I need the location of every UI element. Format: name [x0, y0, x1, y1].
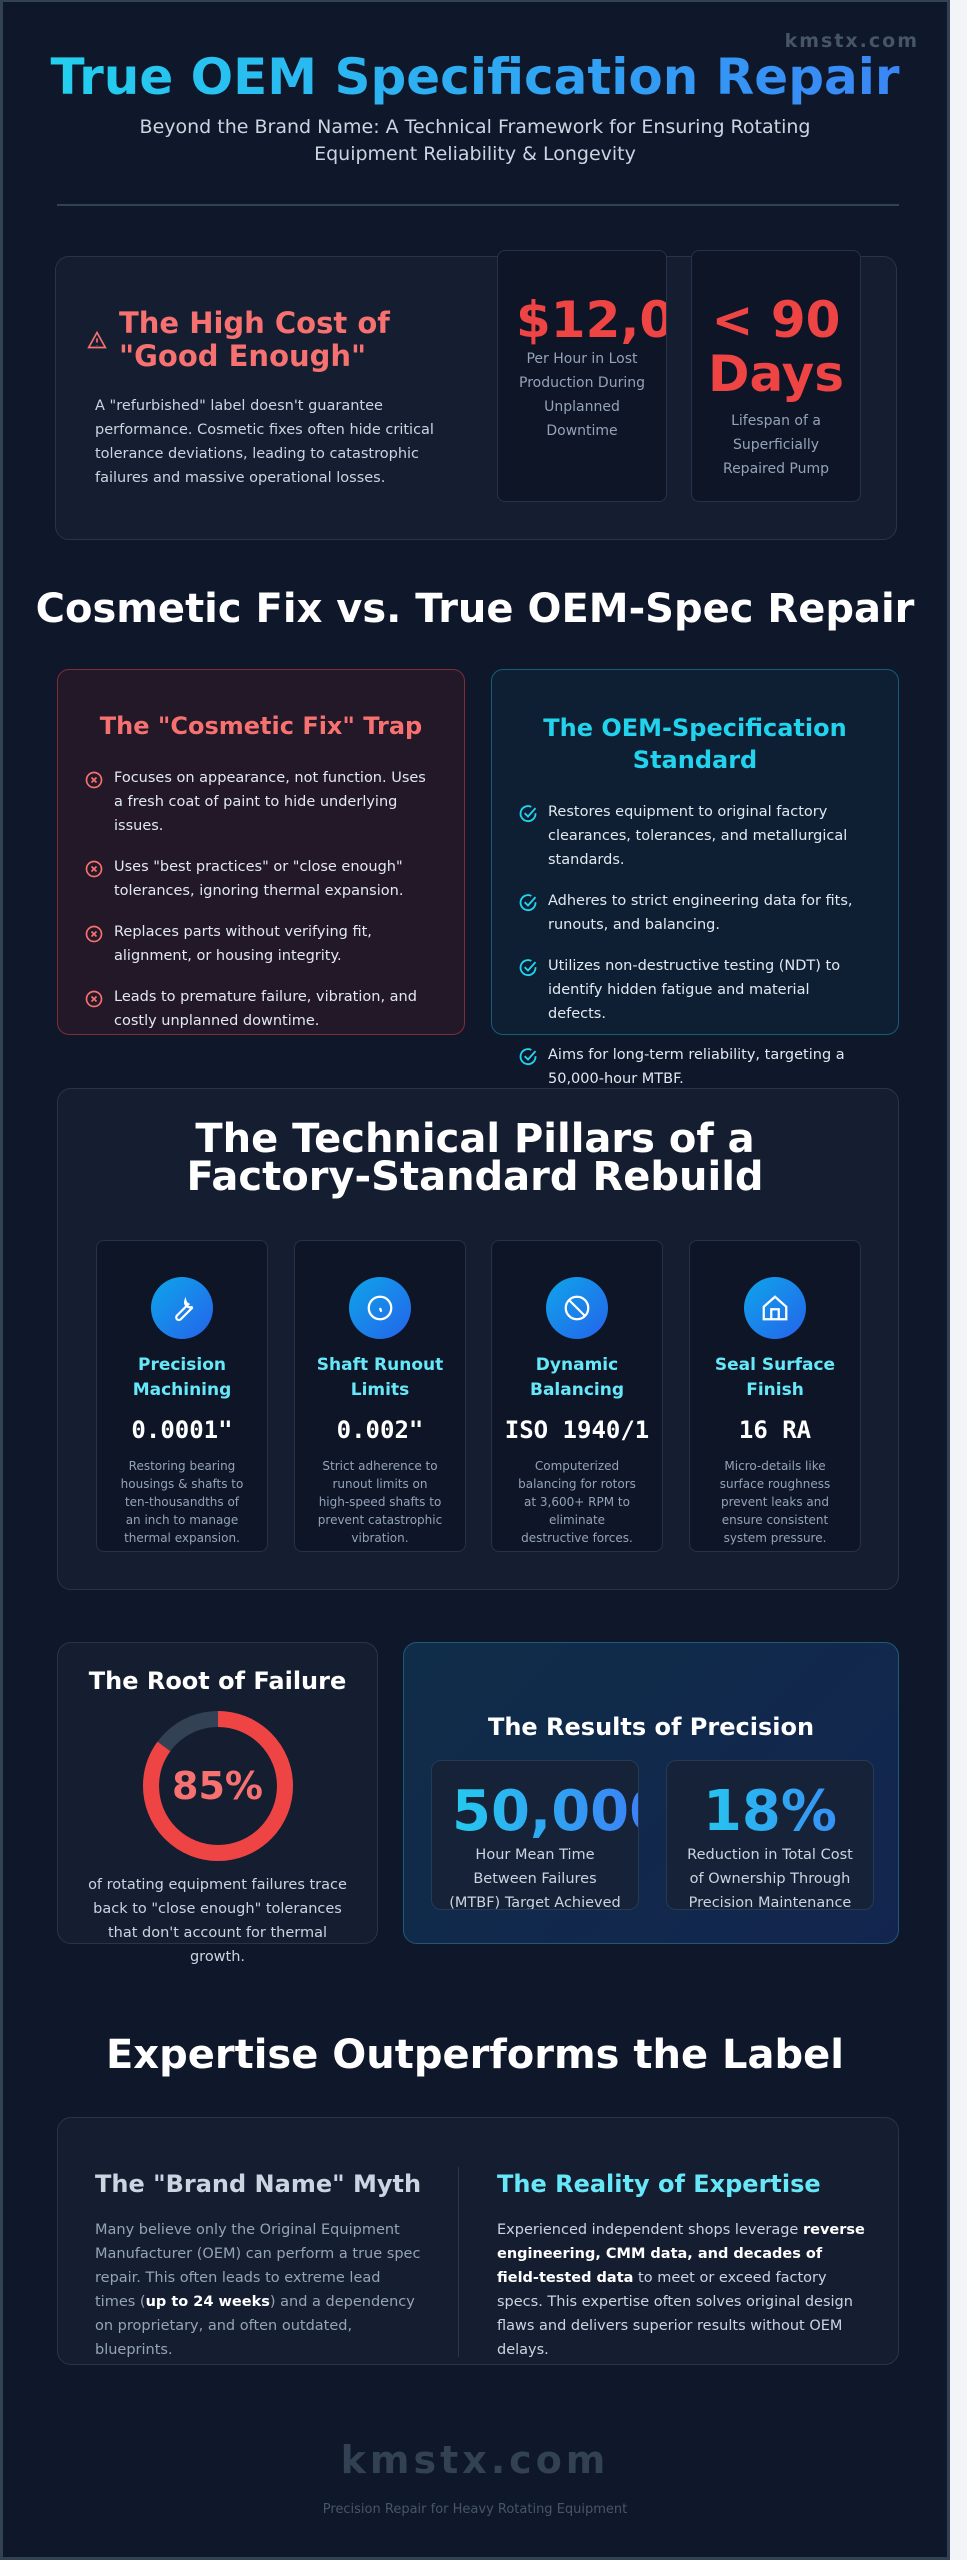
page-subtitle: Beyond the Brand Name: A Technical Frame… [139, 116, 811, 165]
list-item: Adheres to strict engineering data for f… [518, 889, 872, 937]
footer-tagline: Precision Repair for Heavy Rotating Equi… [322, 2502, 628, 2517]
donut-fill [142, 1711, 293, 1861]
wrench-icon [151, 1277, 213, 1339]
expertise-card [57, 2117, 899, 2365]
warning-triangle-icon [87, 330, 107, 349]
ban-icon [546, 1277, 608, 1339]
column-divider [458, 2167, 459, 2357]
stat-card: $12,000 Per Hour in Lost Production Duri… [497, 250, 667, 502]
myth-column: The "Brand Name" Myth Many believe only … [95, 2170, 422, 2358]
list-item: Focuses on appearance, not function. Use… [84, 766, 438, 838]
result-stat: 18% Reduction in Total Cost of Ownership… [666, 1760, 874, 1910]
root-card: The Root of Failure 85% of rotating equi… [57, 1642, 378, 1965]
list-item: Restores equipment to original factory c… [518, 800, 872, 872]
footer-brand: kmstx.com [340, 2438, 610, 2482]
check-circle-icon [518, 893, 538, 937]
check-circle-icon [518, 804, 538, 872]
list-item: Aims for long-term reliability, targetin… [518, 1043, 872, 1091]
x-circle-icon [84, 989, 104, 1033]
check-circle-icon [518, 958, 538, 1026]
pillar-card: Shaft Runout Limits 0.002" Strict adherenc… [294, 1240, 466, 1552]
page-title: True OEM Specification Repair [3, 48, 947, 106]
list-item: Utilizes non-destructive testing (NDT) t… [518, 954, 872, 1026]
cost-heading: The High Cost of "Good Enough" [87, 307, 439, 373]
x-circle-icon [84, 770, 104, 838]
list-item: Uses "best practices" or "close enough" … [84, 855, 438, 903]
cosmetic-card: The "Cosmetic Fix" Trap Focuses on appea… [57, 669, 465, 1035]
results-card: The Results of Precision 50,000 Hour Mea… [403, 1642, 899, 1944]
oem-card: The OEM-Specification Standard Restores … [491, 669, 899, 1087]
x-circle-icon [84, 924, 104, 968]
pillar-card: Dynamic Balancing ISO 1940/1 Computerized … [491, 1240, 663, 1552]
stat-card: < 90 Days Lifespan of a Superficially Re… [691, 250, 861, 502]
comparison-title: Cosmetic Fix vs. True OEM-Spec Repair [35, 586, 915, 632]
reality-column: The Reality of Expertise Experienced ind… [497, 2170, 865, 2358]
result-stat: 50,000 Hour Mean Time Between Failures (… [431, 1760, 639, 1910]
divider [57, 204, 899, 206]
gauge-icon [349, 1277, 411, 1339]
watermark: kmstx.com [784, 30, 919, 52]
list-item: Leads to premature failure, vibration, a… [84, 985, 438, 1033]
check-circle-icon [518, 1047, 538, 1091]
expertise-title: Expertise Outperforms the Label [105, 2032, 845, 2078]
pillars-title: The Technical Pillars of a Factory-Stand… [186, 1116, 764, 1200]
home-icon [744, 1277, 806, 1339]
list-item: Replaces parts without verifying fit, al… [84, 920, 438, 968]
pillar-card: Seal Surface Finish 16 RA Micro-details li… [689, 1240, 861, 1552]
cost-body: A "refurbished" label doesn't guarantee … [95, 398, 434, 486]
x-circle-icon [84, 859, 104, 903]
failure-donut: 85% [141, 1709, 295, 1863]
pillar-card: Precision Machining 0.0001" Restoring bear… [96, 1240, 268, 1552]
